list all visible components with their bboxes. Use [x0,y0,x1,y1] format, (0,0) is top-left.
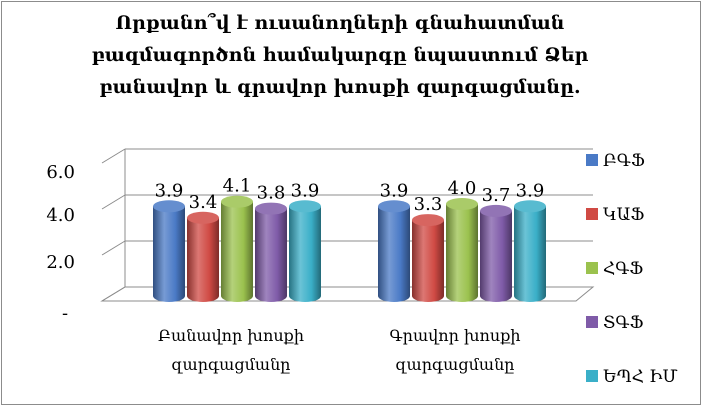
bars [153,195,546,302]
data-label: 3.9 [291,180,320,201]
bar [446,198,478,302]
legend-swatch [586,370,598,382]
legend-label: ԿԱՖ [603,205,644,225]
category-label: Բանավոր խոսքի [158,326,304,345]
title-line-1: Որքանո՞վ է ուսանողների գնահատման [116,12,565,34]
category-label: զարգացմանը [396,355,515,374]
data-label: 3.3 [414,194,443,215]
legend-swatch [586,262,598,274]
data-labels: 3.9 3.93.4 3.34.1 4.03.8 3.73.9 3.9 [155,176,545,215]
legend-item: ԵՊՀ ԻՄ [586,367,678,387]
bar-top [514,200,546,213]
legend-swatch [586,316,598,328]
legend: ԲԳՖ ԿԱՖ ՀԳՖ ՏԳՖ ԵՊՀ ԻՄ [586,151,678,387]
data-label: 4.1 [223,176,252,197]
gridline-side [101,194,126,210]
y-tick-label: 6.0 [46,162,75,183]
y-tick-label: 4.0 [46,205,75,226]
bar-body [221,201,253,302]
category-label: Գրավոր խոսքի [389,326,520,345]
bar-body [480,210,512,302]
bar-top [153,200,185,213]
legend-item: ՏԳՖ [586,313,643,333]
category-label: զարգացմանը [172,355,291,374]
legend-label: ԲԳՖ [603,151,645,171]
title-line-3: բանավոր և գրավոր խոսքի զարգացմանը. [99,76,580,98]
bar-body [446,204,478,302]
bar-body [255,208,287,302]
data-label: 3.9 [155,180,184,201]
title-line-2: բազմագործոն համակարգը նպաստում Ձեր [92,44,589,66]
legend-item: ՀԳՖ [586,259,643,279]
y-tick-label: 2.0 [46,252,75,273]
bar [255,202,287,302]
bar-body [153,206,185,302]
y-axis-ticks: - 2.0 4.0 6.0 [46,162,75,324]
bar-top [289,200,321,213]
x-axis-categories: Բանավոր խոսքի զարգացմանը Գրավոր խոսքի զա… [158,326,521,374]
bar [514,200,546,302]
data-label: 3.8 [257,183,286,204]
legend-swatch [586,208,598,220]
data-label: 3.9 [380,180,409,201]
legend-label: ՀԳՖ [603,259,643,279]
data-label: 3.4 [189,192,218,213]
gridline-side [101,240,126,256]
bar-top [446,198,478,210]
bar-body [289,206,321,302]
bar [153,200,185,302]
chart-floor [100,286,595,302]
chart-title: Որքանո՞վ է ուսանողների գնահատման բազմագո… [92,12,589,98]
bar-top [187,211,219,224]
legend-label: ԵՊՀ ԻՄ [603,367,678,387]
bar-body [412,220,444,302]
bar [378,200,410,302]
bar-body [378,206,410,302]
legend-item: ԿԱՖ [586,205,644,225]
bar [289,200,321,302]
bar [412,214,444,302]
bar-top [255,202,287,215]
bar [480,204,512,302]
back-wall-left-edge [101,149,126,302]
bar-body [187,217,219,302]
bar-top [480,204,512,217]
bar-top [378,200,410,213]
bar [187,211,219,302]
gridline-side [101,148,126,164]
bar-body [514,206,546,302]
bar [221,195,253,302]
y-tick-label: - [62,303,68,324]
legend-label: ՏԳՖ [603,313,643,333]
legend-item: ԲԳՖ [586,151,645,171]
data-label: 4.0 [448,178,477,199]
bar-top [412,214,444,227]
legend-swatch [586,154,598,166]
data-label: 3.7 [482,185,511,206]
data-label: 3.9 [516,180,545,201]
bar-top [221,195,253,208]
